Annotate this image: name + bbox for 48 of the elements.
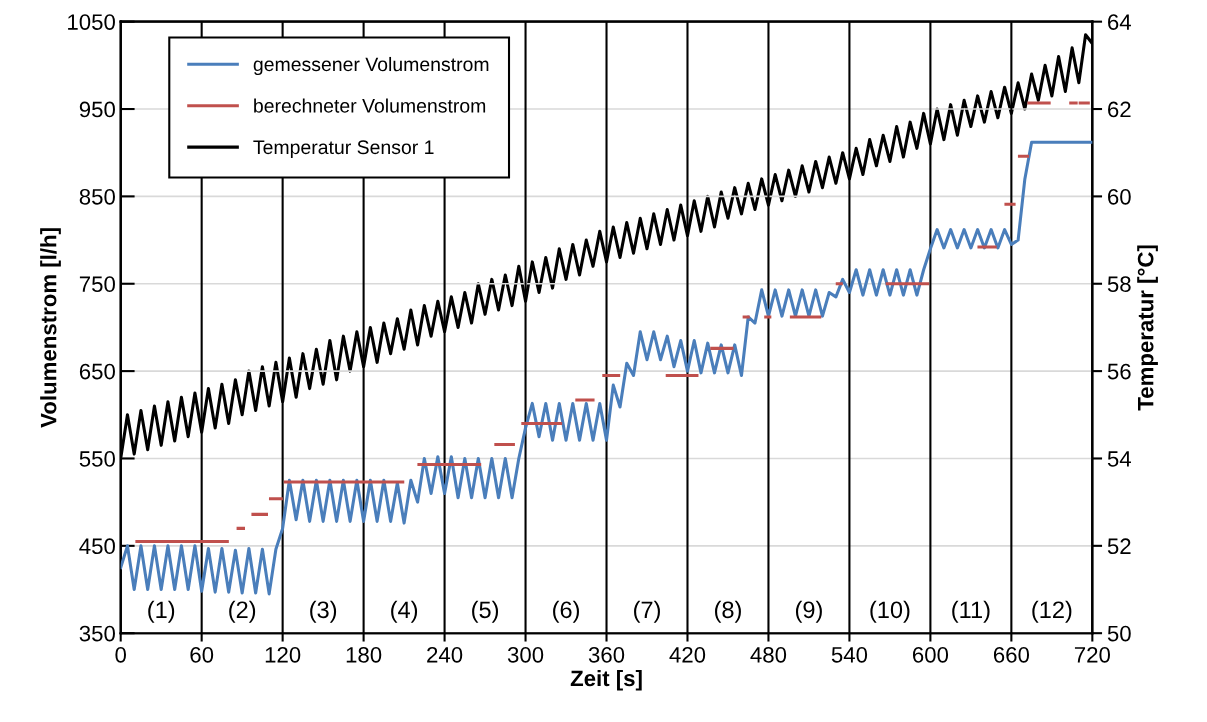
y-axis-title: Volumenstrom [l/h] — [40, 228, 61, 428]
y-tick-label: 450 — [79, 538, 115, 555]
legend-label: gemessener Volumenstrom — [253, 56, 489, 76]
y-tick-label: 750 — [79, 276, 115, 293]
annotation: (3) — [310, 600, 337, 623]
x-tick-label: 600 — [912, 646, 949, 663]
annotation: (4) — [391, 600, 418, 623]
y-tick-label: 550 — [79, 451, 115, 467]
y-tick-label: 650 — [79, 363, 115, 380]
x-tick-label: 720 — [1074, 646, 1111, 663]
x-tick-label: 60 — [190, 646, 214, 663]
x-tick-label: 480 — [750, 646, 787, 663]
y2-tick-label: 60 — [1108, 188, 1131, 205]
annotation: (8) — [715, 600, 741, 623]
legend-label: Temperatur Sensor 1 — [253, 140, 434, 158]
x-tick-label: 240 — [427, 646, 463, 663]
annotation: (7) — [634, 600, 660, 623]
y-tick-label: 850 — [79, 188, 115, 205]
x-tick-label: 120 — [265, 646, 301, 663]
y2-tick-label: 52 — [1107, 538, 1131, 555]
x-tick-label: 300 — [507, 646, 544, 663]
x-tick-label: 420 — [669, 646, 706, 663]
x-tick-label: 360 — [588, 646, 625, 663]
annotation: (6) — [553, 600, 579, 623]
annotation: (1) — [148, 600, 175, 623]
y2-tick-label: 62 — [1108, 101, 1131, 118]
x-tick-label: 180 — [346, 646, 382, 663]
y2-tick-label: 56 — [1107, 363, 1131, 380]
y-tick-label: 950 — [79, 101, 115, 118]
x-axis-title: Zeit [s] — [570, 669, 642, 691]
annotation: (5) — [472, 600, 499, 623]
y2-tick-label: 64 — [1108, 14, 1131, 30]
y2-tick-label: 58 — [1107, 276, 1131, 293]
y2-tick-label: 50 — [1107, 625, 1131, 642]
annotation: (11) — [952, 600, 990, 623]
annotation: (10) — [870, 600, 910, 623]
x-tick-label: 660 — [993, 646, 1030, 663]
annotation: (9) — [795, 600, 822, 623]
x-tick-label: 0 — [115, 646, 127, 663]
legend-label: berechneter Volumenstrom — [254, 98, 486, 113]
annotation: (12) — [1032, 600, 1072, 623]
x-tick-label: 540 — [831, 646, 868, 663]
annotation: (2) — [229, 600, 256, 623]
y-tick-label: 1050 — [68, 14, 115, 30]
y2-tick-label: 54 — [1107, 451, 1131, 467]
y2-axis-title: Temperatur [°C] — [1137, 245, 1158, 411]
y-tick-label: 350 — [79, 625, 115, 642]
line-series — [120, 140, 1093, 596]
